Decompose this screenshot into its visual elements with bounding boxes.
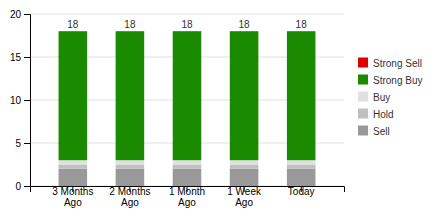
legend-swatch — [358, 75, 368, 85]
tick-label: 3 MonthsAgo — [52, 186, 93, 208]
tick-mark — [24, 57, 30, 58]
x-axis: 3 MonthsAgo2 MonthsAgo1 MonthAgo1 WeekAg… — [31, 186, 345, 208]
bar-segment — [116, 165, 145, 169]
bar-segment — [287, 31, 316, 160]
bar-segment — [230, 160, 259, 164]
tick-label-line: Ago — [178, 197, 196, 208]
bar-segment — [287, 160, 316, 164]
bar-segment — [230, 31, 259, 32]
tick: 1 MonthAgo — [169, 186, 205, 208]
bar-segment — [59, 165, 88, 169]
total-label: 18 — [124, 19, 136, 30]
tick-label-line: 1 Week — [227, 186, 262, 197]
legend-item: Buy — [358, 92, 390, 103]
bar-segment — [116, 31, 145, 32]
tick-label-line: Ago — [64, 197, 82, 208]
grid-line — [30, 14, 344, 15]
legend-swatch — [358, 126, 368, 136]
bar-segment — [173, 31, 202, 160]
bar-segment — [59, 31, 88, 32]
bar-segment — [230, 31, 259, 160]
tick-label: 10 — [10, 95, 22, 106]
legend-label: Sell — [373, 126, 390, 137]
bar-segment — [287, 169, 316, 186]
legend-label: Buy — [373, 92, 390, 103]
legend-swatch — [358, 92, 368, 102]
tick-label-line: 2 Months — [109, 186, 150, 197]
tick: 20 — [10, 9, 30, 20]
tick: 1 WeekAgo — [227, 186, 262, 208]
bar-segment — [173, 165, 202, 169]
bar-segment — [59, 169, 88, 186]
tick-label: 2 MonthsAgo — [109, 186, 150, 208]
tick-label: 15 — [10, 52, 22, 63]
legend: Strong Sell Strong Buy Buy Hold Sell — [358, 58, 422, 137]
legend-item: Hold — [358, 109, 394, 120]
grid — [30, 14, 344, 186]
y-axis: 0 5 10 15 20 — [10, 9, 31, 192]
bar-segment — [116, 160, 145, 164]
axis-domain — [24, 15, 31, 187]
bars — [59, 31, 316, 186]
tick-label: 0 — [15, 181, 21, 192]
legend-label: Hold — [373, 109, 394, 120]
bar-segment — [287, 165, 316, 169]
data-labels: 18 18 18 18 18 — [67, 19, 307, 30]
bar-segment — [173, 169, 202, 186]
bar-segment — [287, 31, 316, 32]
tick-mark — [24, 14, 30, 15]
tick-mark — [24, 100, 30, 101]
tick-label: 1 MonthAgo — [169, 186, 205, 208]
tick: Today — [288, 186, 315, 197]
legend-label: Strong Buy — [373, 75, 422, 86]
bar-segment — [173, 31, 202, 32]
tick-label-line: 1 Month — [169, 186, 205, 197]
tick-label: Today — [288, 186, 315, 197]
bar-segment — [230, 165, 259, 169]
bar-segment — [116, 31, 145, 160]
bar-segment — [59, 31, 88, 160]
legend-swatch — [358, 58, 368, 68]
bar-segment — [230, 169, 259, 186]
tick-label-line: Ago — [235, 197, 253, 208]
total-label: 18 — [181, 19, 193, 30]
tick-label: 1 WeekAgo — [227, 186, 262, 208]
legend-label: Strong Sell — [373, 58, 422, 69]
tick-label-line: 3 Months — [52, 186, 93, 197]
tick-label-line: Ago — [121, 197, 139, 208]
chart: 051015203 MonthsAgo2 MonthsAgo1 MonthAgo… — [0, 0, 440, 220]
plot: 051015203 MonthsAgo2 MonthsAgo1 MonthAgo… — [10, 9, 345, 208]
legend-item: Sell — [358, 126, 390, 137]
legend-item: Strong Sell — [358, 58, 422, 69]
tick: 2 MonthsAgo — [109, 186, 150, 208]
bar-segment — [59, 160, 88, 164]
bar-segment — [116, 169, 145, 186]
tick: 3 MonthsAgo — [52, 186, 93, 208]
tick-label: 20 — [10, 9, 22, 20]
tick: 10 — [10, 95, 30, 106]
tick: 0 — [15, 181, 30, 192]
tick: 15 — [10, 52, 30, 63]
tick-label-line: Today — [288, 186, 315, 197]
bar-segment — [173, 160, 202, 164]
total-label: 18 — [296, 19, 308, 30]
tick-mark — [24, 186, 30, 187]
tick-mark — [24, 143, 30, 144]
tick: 5 — [15, 138, 30, 149]
total-label: 18 — [239, 19, 251, 30]
total-label: 18 — [67, 19, 79, 30]
legend-item: Strong Buy — [358, 75, 422, 86]
legend-swatch — [358, 109, 368, 119]
tick-label: 5 — [15, 138, 21, 149]
